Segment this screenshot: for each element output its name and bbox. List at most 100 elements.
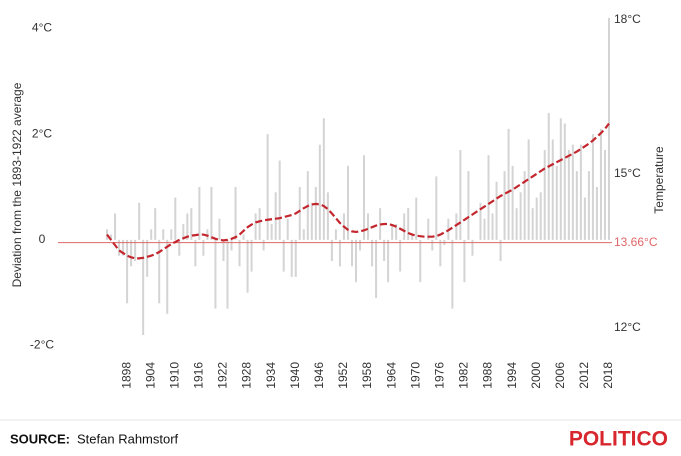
y2-tick-label: 18°C [614, 12, 641, 26]
bar [218, 218, 221, 240]
bar [431, 239, 434, 251]
bar [170, 229, 173, 240]
bar [451, 239, 454, 309]
x-tick-label: 1934 [264, 362, 278, 389]
source-label: SOURCE: [10, 431, 70, 446]
bar [158, 239, 161, 304]
bar [551, 139, 554, 240]
x-tick-label: 1946 [312, 362, 326, 389]
bar [162, 229, 165, 240]
bar [310, 202, 313, 240]
x-tick-label: 2012 [577, 362, 591, 389]
x-tick-label: 1922 [216, 362, 230, 389]
bar [230, 239, 233, 251]
bar [194, 239, 197, 267]
bar [359, 239, 362, 251]
bar [302, 229, 305, 240]
bar [367, 213, 370, 240]
bar [262, 239, 265, 251]
bar [531, 208, 534, 240]
bar [294, 239, 297, 277]
bar [427, 218, 430, 240]
bar [134, 239, 137, 261]
bar [178, 239, 181, 256]
bar [198, 187, 201, 240]
y2-axis-label: Temperature [652, 146, 666, 214]
bar [439, 239, 442, 267]
bar [471, 239, 474, 256]
bar [455, 213, 458, 240]
bar [258, 208, 261, 240]
bar [599, 128, 602, 240]
bar [354, 239, 357, 283]
bar [371, 239, 374, 267]
bar [575, 171, 578, 240]
x-tick-label: 2000 [529, 362, 543, 389]
bar [246, 239, 249, 293]
bar [166, 239, 169, 314]
bar [130, 239, 133, 267]
bar [587, 171, 590, 240]
bar [278, 160, 281, 240]
x-tick-label: 1958 [360, 362, 374, 389]
y2-tick-label: 15°C [614, 166, 641, 180]
bar [126, 239, 129, 304]
bar [387, 239, 390, 283]
bar [186, 213, 189, 240]
bar [270, 224, 273, 240]
bar [138, 202, 141, 240]
x-tick-label: 1910 [167, 362, 181, 389]
source: Stefan Rahmstorf [77, 431, 179, 446]
bar [114, 213, 117, 240]
y-tick-label: 0 [39, 232, 46, 246]
bar [326, 192, 329, 240]
bar [395, 224, 398, 240]
bar [146, 239, 149, 277]
bar [515, 208, 518, 240]
bar [403, 213, 406, 240]
bar [483, 218, 486, 240]
bar [543, 150, 546, 240]
x-tick-label: 1952 [336, 362, 350, 389]
trend-line [106, 122, 610, 260]
bar [142, 239, 145, 335]
bar [202, 239, 205, 256]
bar [334, 229, 337, 240]
bar [535, 197, 538, 240]
bar [106, 229, 109, 240]
y-tick-label: 4°C [32, 21, 52, 35]
bar [435, 176, 438, 240]
bar [511, 165, 514, 240]
brand-logo: POLITICO [569, 428, 668, 451]
x-tick-label: 2018 [601, 362, 615, 389]
bar [595, 187, 598, 240]
bar [274, 192, 277, 240]
bar [238, 239, 241, 267]
x-tick-label: 1916 [192, 362, 206, 389]
bar [555, 165, 558, 240]
bar [234, 187, 237, 240]
bar [318, 144, 321, 240]
bar [519, 192, 522, 240]
bar [491, 213, 494, 240]
x-tick-label: 1964 [384, 362, 398, 389]
x-tick-label: 1976 [432, 362, 446, 389]
bar [226, 239, 229, 309]
bar [174, 197, 177, 240]
bar [411, 234, 414, 240]
bar [298, 187, 301, 240]
bar [338, 239, 341, 267]
x-tick-label: 1988 [481, 362, 495, 389]
bar [214, 239, 217, 309]
x-tick-label: 1898 [119, 362, 133, 389]
x-tick-label: 1994 [505, 362, 519, 389]
bar [415, 197, 418, 240]
x-tick-label: 1982 [457, 362, 471, 389]
bar [210, 187, 213, 240]
bar [150, 229, 153, 240]
bar [567, 150, 570, 240]
bar [290, 239, 293, 277]
bar [407, 208, 410, 240]
bar [547, 113, 550, 240]
